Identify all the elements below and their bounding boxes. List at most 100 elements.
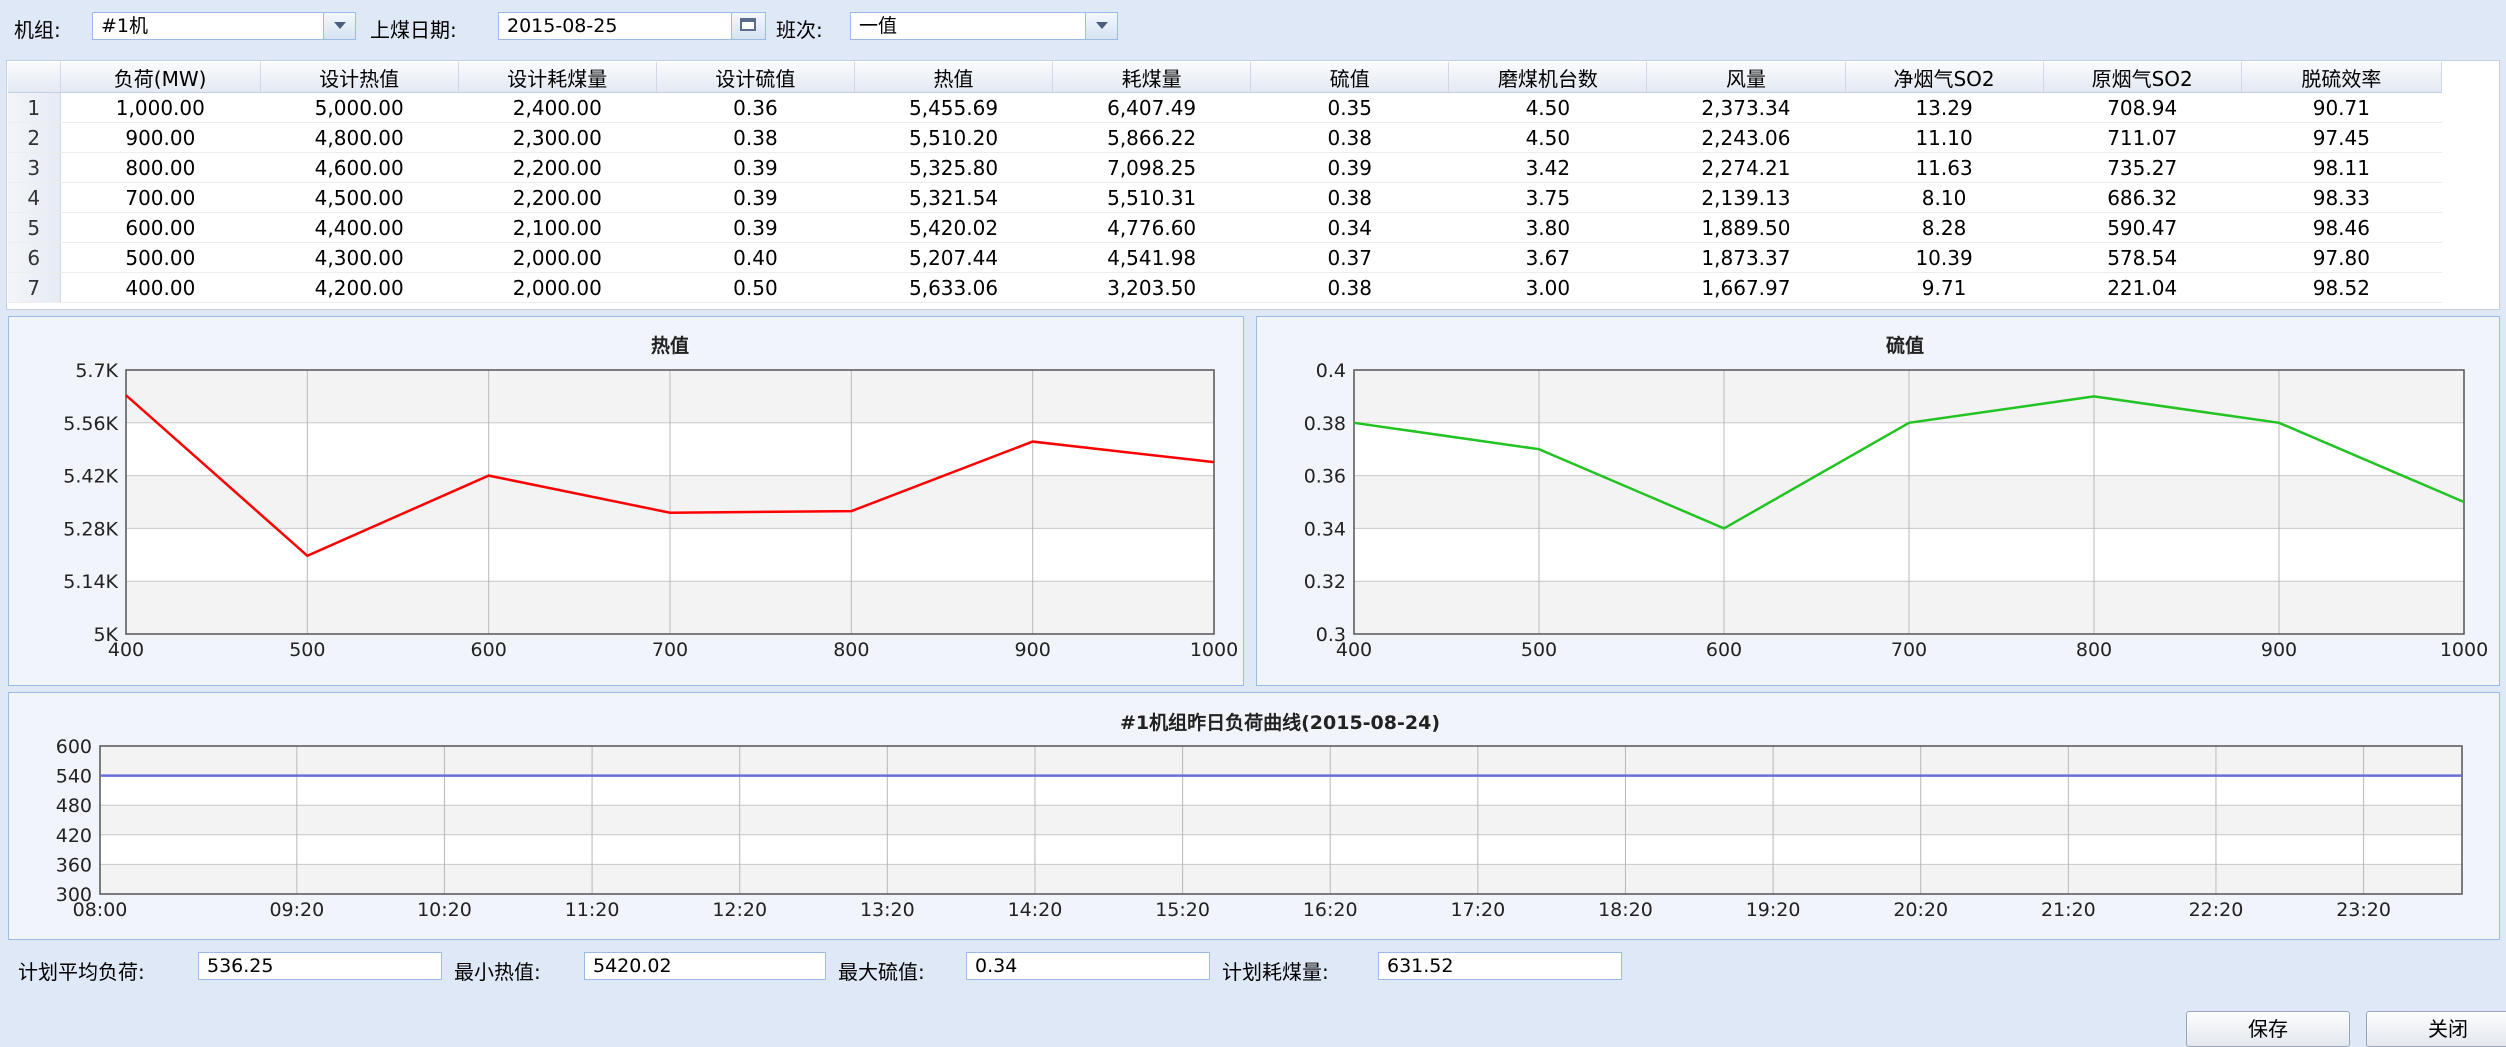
table-cell: 0.39 [656, 212, 855, 243]
table-cell: 98.33 [2241, 182, 2442, 213]
y-tick-label: 0.38 [1304, 413, 1346, 435]
plot-frame [99, 745, 2463, 895]
chevron-down-icon[interactable] [1085, 13, 1117, 39]
y-tick-label: 540 [56, 766, 92, 788]
series-line [125, 394, 1215, 558]
row-number: 3 [8, 152, 61, 183]
x-tick-label: 400 [108, 639, 144, 661]
column-header[interactable]: 热值 [854, 62, 1054, 93]
table-cell: 13.29 [1845, 92, 2044, 123]
max-sulfur-field[interactable]: 0.34 [966, 952, 1210, 980]
table-cell: 2,243.06 [1646, 122, 1846, 153]
table-row[interactable]: 4 700.00 4,500.00 2,200.00 0.39 5,321.54 5,510… [8, 182, 2442, 213]
table-cell: 11.10 [1845, 122, 2044, 153]
table-row[interactable]: 3 800.00 4,600.00 2,200.00 0.39 5,325.80 7,098… [8, 152, 2442, 183]
table-cell: 0.40 [656, 242, 855, 273]
planned-coal-value: 631.52 [1387, 955, 1454, 977]
shift-select[interactable]: 一值 [850, 12, 1118, 40]
y-tick-label: 5.42K [63, 466, 118, 488]
x-tick-label: 600 [471, 639, 507, 661]
calendar-icon[interactable] [731, 13, 765, 39]
table-row[interactable]: 6 500.00 4,300.00 2,000.00 0.40 5,207.44 4,541… [8, 242, 2442, 273]
chart-title: #1机组昨日负荷曲线(2015-08-24) [1120, 711, 1440, 734]
column-header[interactable]: 负荷(MW) [60, 62, 261, 93]
x-tick-label: 17:20 [1450, 899, 1505, 921]
planned-coal-label: 计划耗煤量: [1222, 960, 1329, 984]
x-tick-label: 600 [1706, 639, 1742, 661]
table-row[interactable]: 5 600.00 4,400.00 2,100.00 0.39 5,420.02 4,776… [8, 212, 2442, 243]
row-number-header [8, 62, 61, 93]
y-tick-label: 5K [93, 624, 118, 646]
row-number: 6 [8, 242, 61, 273]
table-cell: 700.00 [60, 182, 261, 213]
table-row[interactable]: 1 1,000.00 5,000.00 2,400.00 0.36 5,455.69 6,4… [8, 92, 2442, 123]
column-header[interactable]: 硫值 [1250, 62, 1450, 93]
table-cell: 711.07 [2043, 122, 2242, 153]
plot-band [100, 775, 2462, 806]
column-header[interactable]: 风量 [1646, 62, 1846, 93]
table-cell: 3.80 [1448, 212, 1647, 243]
table-cell: 5,207.44 [854, 242, 1053, 273]
avg-load-field[interactable]: 536.25 [198, 952, 442, 980]
row-number: 4 [8, 182, 61, 213]
table-cell: 5,420.02 [854, 212, 1053, 243]
column-header[interactable]: 设计耗煤量 [458, 62, 657, 93]
date-field[interactable]: 2015-08-25 [498, 12, 766, 40]
x-tick-label: 08:00 [73, 899, 128, 921]
table-cell: 3.00 [1448, 272, 1647, 303]
column-header[interactable]: 设计热值 [260, 62, 459, 93]
table-cell: 708.94 [2043, 92, 2242, 123]
x-tick-label: 10:20 [417, 899, 472, 921]
table-cell: 4,776.60 [1052, 212, 1251, 243]
table-cell: 2,300.00 [458, 122, 657, 153]
chevron-down-icon[interactable] [323, 13, 355, 39]
unit-select[interactable]: #1机 [92, 12, 356, 40]
row-number: 5 [8, 212, 61, 243]
table-cell: 0.36 [656, 92, 855, 123]
table-cell: 3.75 [1448, 182, 1647, 213]
table-cell: 5,510.31 [1052, 182, 1251, 213]
table-cell: 11.63 [1845, 152, 2044, 183]
x-tick-label: 19:20 [1746, 899, 1801, 921]
y-tick-label: 420 [56, 825, 92, 847]
column-header[interactable]: 脱硫效率 [2241, 62, 2443, 93]
table-cell: 4.50 [1448, 122, 1647, 153]
table-cell: 4,800.00 [260, 122, 459, 153]
series-line [1353, 395, 2465, 530]
plot-band [100, 805, 2462, 835]
column-header[interactable]: 净烟气SO2 [1845, 62, 2044, 93]
column-header[interactable]: 原烟气SO2 [2043, 62, 2242, 93]
column-header[interactable]: 耗煤量 [1052, 62, 1252, 93]
table-cell: 2,274.21 [1646, 152, 1846, 183]
x-tick-label: 14:20 [1008, 899, 1063, 921]
column-header[interactable]: 磨煤机台数 [1448, 62, 1648, 93]
table-cell: 2,373.34 [1646, 92, 1846, 123]
table-cell: 2,400.00 [458, 92, 657, 123]
planned-coal-field[interactable]: 631.52 [1378, 952, 1622, 980]
x-tick-label: 23:20 [2336, 899, 2391, 921]
min-heat-field[interactable]: 5420.02 [584, 952, 826, 980]
table-cell: 800.00 [60, 152, 261, 183]
y-tick-label: 5.14K [63, 571, 118, 593]
column-header[interactable]: 设计硫值 [656, 62, 855, 93]
x-tick-label: 18:20 [1598, 899, 1653, 921]
save-button[interactable]: 保存 [2186, 1011, 2350, 1047]
table-cell: 5,321.54 [854, 182, 1053, 213]
table-row[interactable]: 2 900.00 4,800.00 2,300.00 0.38 5,510.20 5,866… [8, 122, 2442, 153]
x-tick-label: 09:20 [269, 899, 324, 921]
table-cell: 0.37 [1250, 242, 1449, 273]
table-cell: 4,600.00 [260, 152, 459, 183]
close-button[interactable]: 关闭 [2366, 1011, 2506, 1047]
x-tick-label: 800 [833, 639, 869, 661]
data-table: 负荷(MW) 设计热值 设计耗煤量 设计硫值 热值 耗煤量 硫值 磨煤机台数 风量 净烟气SO2 原… [8, 62, 2443, 303]
unit-select-value: #1机 [101, 15, 149, 37]
avg-load-label: 计划平均负荷: [18, 960, 145, 984]
x-tick-label: 12:20 [712, 899, 767, 921]
table-cell: 98.52 [2241, 272, 2442, 303]
table-cell: 98.11 [2241, 152, 2442, 183]
table-row[interactable]: 7 400.00 4,200.00 2,000.00 0.50 5,633.06 3,203… [8, 272, 2442, 303]
x-tick-label: 900 [1015, 639, 1051, 661]
table-cell: 578.54 [2043, 242, 2242, 273]
chart-title: 热值 [651, 334, 689, 357]
